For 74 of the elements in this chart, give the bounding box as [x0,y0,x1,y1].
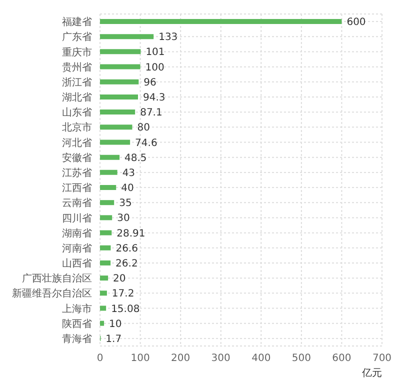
x-tick-label: 700 [372,353,392,364]
bar [100,306,106,311]
y-tick-label: 安徽省 [62,152,92,164]
bar [100,215,112,220]
bar [100,94,138,100]
bar [100,260,111,266]
bar [100,64,140,70]
bar [100,276,108,281]
bar [100,19,342,24]
bar [100,290,107,296]
x-tick-label: 100 [130,353,150,364]
y-tick-label: 北京市 [62,122,92,134]
data-label: 40 [121,183,134,194]
x-tick-label: 600 [332,353,352,364]
data-label: 30 [117,213,130,224]
bar [100,110,136,115]
y-tick-label: 山东省 [62,106,92,119]
data-label: 26.2 [116,258,138,270]
data-label: 100 [145,62,164,74]
data-label: 26.6 [116,243,138,254]
y-tick-label: 河北省 [62,136,92,149]
data-label: 10 [109,318,122,330]
y-tick-label: 贵州省 [62,61,92,74]
x-axis-title: 亿元 [361,368,382,379]
data-label: 133 [158,32,178,44]
bar [100,124,132,130]
y-tick-label: 湖南省 [62,227,92,240]
data-label: 43 [122,168,136,179]
y-tick-label: 河南省 [62,242,92,254]
y-tick-label: 浙江省 [62,76,92,88]
bar [100,230,112,236]
data-label: 101 [146,47,165,58]
y-tick-label: 新疆维吾尔自治区 [12,288,92,300]
data-label: 74.6 [135,138,158,149]
x-tick-label: 400 [252,353,271,364]
data-label: 28.91 [116,228,146,240]
y-tick-label: 青海省 [62,333,92,346]
data-label: 96 [144,77,156,88]
data-label: 80 [137,122,150,134]
data-label: 20 [113,274,126,285]
x-tick-label: 0 [96,353,104,364]
bar [100,34,154,40]
y-tick-label: 湖北省 [62,92,92,104]
y-tick-label: 四川省 [62,212,92,224]
bar [100,320,104,326]
data-label: 87.1 [140,108,162,119]
bar [100,185,116,190]
y-tick-label: 上海市 [62,302,92,315]
bar [100,200,114,206]
bar [100,49,141,54]
x-tick-label: 300 [211,353,230,364]
y-tick-label: 江苏省 [62,167,92,180]
data-label: 48.5 [124,152,147,164]
y-tick-label: 山西省 [62,258,92,270]
bar [100,140,130,145]
data-label: 94.3 [142,92,166,104]
data-label: 17.2 [112,288,134,300]
data-label: 600 [346,17,366,28]
bar [100,154,120,160]
y-tick-label: 江西省 [62,182,92,194]
bar [100,245,111,250]
bar [100,170,118,175]
x-tick-label: 200 [171,353,190,364]
data-label: 15.08 [111,304,140,315]
data-label: 1.7 [106,334,122,345]
data-label: 35 [119,198,132,210]
y-tick-label: 重庆市 [62,46,92,58]
y-tick-label: 云南省 [62,197,92,210]
y-tick-label: 广西壮族自治区 [22,272,92,285]
y-tick-label: 广东省 [62,31,92,44]
y-tick-label: 陕西省 [62,318,92,330]
y-tick-label: 福建省 [62,16,92,28]
x-tick-label: 500 [292,353,311,364]
bar [100,79,139,84]
